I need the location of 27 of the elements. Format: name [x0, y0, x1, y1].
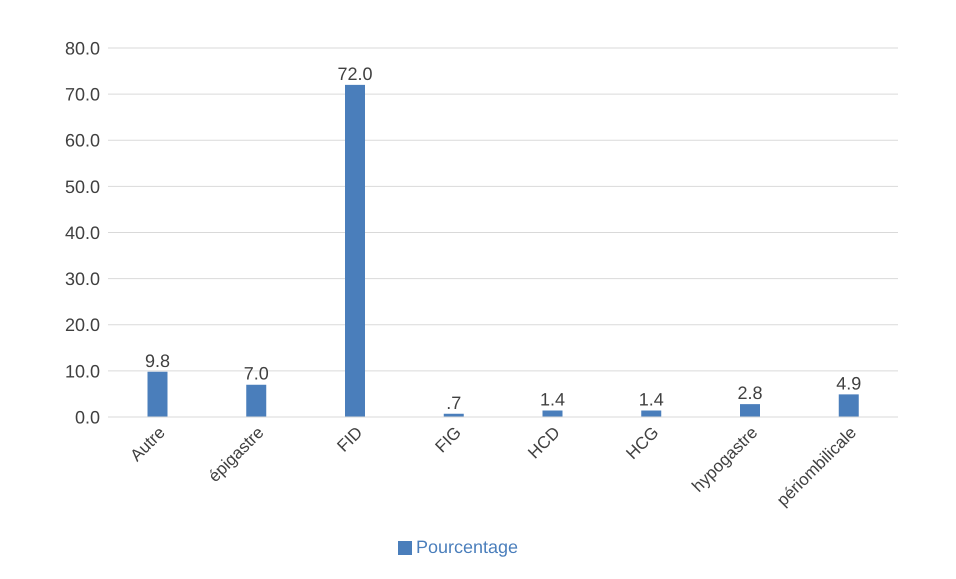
- bar: [641, 410, 662, 417]
- legend-label: Pourcentage: [416, 537, 518, 557]
- bar: [740, 404, 760, 417]
- y-tick-label: 80.0: [64, 38, 100, 58]
- y-tick-label: 30.0: [64, 269, 100, 290]
- bar: [542, 410, 562, 417]
- data-label: 7.0: [244, 364, 269, 384]
- y-tick-label: 0.0: [74, 407, 100, 428]
- data-label: 2.8: [737, 383, 763, 404]
- y-tick-label: 10.0: [64, 361, 100, 382]
- bar: [148, 372, 168, 417]
- x-tick-label: FIG: [432, 422, 465, 456]
- data-label: 72.0: [337, 64, 373, 84]
- y-tick-label: 50.0: [64, 176, 100, 197]
- bar: [345, 84, 365, 417]
- y-tick-label: 20.0: [64, 315, 100, 336]
- data-label: 1.4: [638, 390, 664, 410]
- y-tick-label: 40.0: [64, 222, 100, 243]
- data-label: 4.9: [836, 373, 862, 394]
- x-tick-label: FID: [333, 422, 366, 456]
- bar: [246, 384, 266, 417]
- bar: [838, 394, 859, 417]
- data-label: 9.8: [144, 350, 170, 371]
- data-label: 1.4: [540, 390, 566, 410]
- data-label: .7: [446, 392, 462, 413]
- y-tick-label: 60.0: [64, 130, 100, 151]
- y-tick-label: 70.0: [64, 84, 100, 105]
